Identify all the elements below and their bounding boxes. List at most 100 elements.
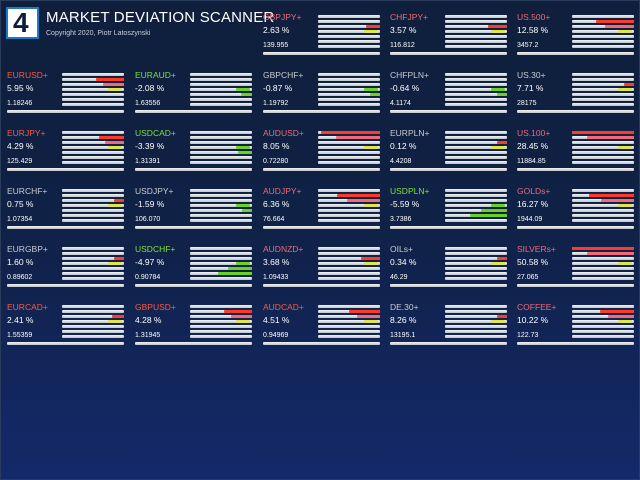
- gauge-track: [445, 93, 507, 96]
- instrument-cell[interactable]: SILVERs+ 50.58 % 27.065: [517, 244, 634, 294]
- gauge-positive-fill: [497, 257, 507, 260]
- instrument-cell[interactable]: US.100+ 28.45 % 11884.85: [517, 128, 634, 178]
- gauge-track: [62, 320, 124, 323]
- cell-baseline-track: [263, 110, 380, 113]
- deviation-bar-gauge: [445, 189, 507, 225]
- instrument-cell[interactable]: US.500+ 12.58 % 3457.2: [517, 12, 634, 62]
- instrument-cell[interactable]: EURGBP+ 1.60 % 0.89602: [7, 244, 124, 294]
- deviation-percent: -1.59 %: [135, 199, 165, 209]
- gauge-negative-fill: [241, 93, 252, 96]
- instrument-cell[interactable]: EURUSD+ 5.95 % 1.18246: [7, 70, 124, 120]
- deviation-percent: 10.22 %: [517, 315, 549, 325]
- instrument-cell[interactable]: EURPLN+ 0.12 % 4.4208: [390, 128, 507, 178]
- instrument-cell[interactable]: GBPUSD+ 4.28 % 1.31945: [135, 302, 252, 352]
- cell-baseline-track: [517, 110, 634, 113]
- instrument-cell[interactable]: CHFPLN+ -0.64 % 4.1174: [390, 70, 507, 120]
- gauge-track: [318, 335, 380, 338]
- gauge-track: [445, 30, 507, 33]
- gauge-track: [190, 136, 252, 139]
- gauge-track: [190, 252, 252, 255]
- gauge-track: [318, 330, 380, 333]
- cell-baseline-track: [390, 342, 507, 345]
- deviation-bar-gauge: [318, 305, 380, 341]
- deviation-bar-gauge: [318, 15, 380, 51]
- gauge-track: [318, 83, 380, 86]
- deviation-percent: 8.05 %: [263, 141, 290, 151]
- gauge-track: [318, 15, 380, 18]
- instrument-cell[interactable]: EURCAD+ 2.41 % 1.55359: [7, 302, 124, 352]
- gauge-track: [445, 151, 507, 154]
- gauge-track: [445, 136, 507, 139]
- gauge-track: [318, 146, 380, 149]
- instrument-price: 0.89602: [7, 274, 33, 281]
- gauge-track: [572, 219, 634, 222]
- gauge-positive-fill: [114, 257, 124, 260]
- instrument-symbol: AUDUSD+: [263, 128, 304, 138]
- gauge-track: [445, 209, 507, 212]
- deviation-percent: 3.57 %: [390, 25, 417, 35]
- gauge-track: [445, 103, 507, 106]
- cell-baseline-track: [7, 342, 124, 345]
- instrument-cell[interactable]: AUDNZD+ 3.68 % 1.09433: [263, 244, 380, 294]
- deviation-bar-gauge: [62, 247, 124, 283]
- deviation-bar-gauge: [572, 189, 634, 225]
- instrument-cell[interactable]: AUDCAD+ 4.51 % 0.94969: [263, 302, 380, 352]
- gauge-positive-fill: [96, 78, 124, 81]
- deviation-percent: 4.51 %: [263, 315, 290, 325]
- deviation-bar-gauge: [445, 131, 507, 167]
- gauge-track: [190, 214, 252, 217]
- instrument-cell[interactable]: EURAUD+ -2.08 % 1.63556: [135, 70, 252, 120]
- gauge-track: [318, 325, 380, 328]
- instrument-cell[interactable]: COFFEE+ 10.22 % 122.73: [517, 302, 634, 352]
- deviation-percent: 8.26 %: [390, 315, 417, 325]
- deviation-percent: 28.45 %: [517, 141, 549, 151]
- gauge-track: [62, 315, 124, 318]
- deviation-bar-gauge: [318, 247, 380, 283]
- gauge-track: [190, 78, 252, 81]
- instrument-cell[interactable]: USDCAD+ -3.39 % 1.31391: [135, 128, 252, 178]
- instrument-cell[interactable]: EURJPY+ 4.29 % 125.429: [7, 128, 124, 178]
- instrument-cell[interactable]: USDCHF+ -4.97 % 0.90784: [135, 244, 252, 294]
- deviation-bar-gauge: [445, 15, 507, 51]
- gauge-positive-fill: [357, 315, 380, 318]
- instrument-cell[interactable]: EURCHF+ 0.75 % 1.07354: [7, 186, 124, 236]
- instrument-cell[interactable]: AUDUSD+ 8.05 % 0.72280: [263, 128, 380, 178]
- instrument-cell[interactable]: GOLDs+ 16.27 % 1944.09: [517, 186, 634, 236]
- instrument-cell[interactable]: USDPLN+ -5.59 % 3.7386: [390, 186, 507, 236]
- gauge-track: [445, 272, 507, 275]
- gauge-track: [318, 88, 380, 91]
- gauge-positive-fill: [497, 315, 507, 318]
- instrument-symbol: EURCAD+: [7, 302, 48, 312]
- gauge-positive-fill: [231, 315, 252, 318]
- gauge-track: [318, 257, 380, 260]
- instrument-cell[interactable]: USDJPY+ -1.59 % 106.070: [135, 186, 252, 236]
- gauge-track: [445, 219, 507, 222]
- gauge-track: [190, 103, 252, 106]
- instrument-cell[interactable]: GBPCHF+ -0.87 % 1.19792: [263, 70, 380, 120]
- gauge-track: [62, 136, 124, 139]
- instrument-cell[interactable]: GBPJPY+ 2.63 % 139.955: [263, 12, 380, 62]
- gauge-positive-fill: [347, 199, 380, 202]
- instrument-cell[interactable]: OILs+ 0.34 % 46.29: [390, 244, 507, 294]
- instrument-cell[interactable]: CHFJPY+ 3.57 % 116.812: [390, 12, 507, 62]
- gauge-positive-fill: [608, 315, 634, 318]
- instrument-price: 1944.09: [517, 216, 543, 223]
- gauge-track: [62, 310, 124, 313]
- instrument-symbol: AUDJPY+: [263, 186, 302, 196]
- gauge-track: [572, 325, 634, 328]
- gauge-track: [572, 277, 634, 280]
- cell-baseline-track: [390, 110, 507, 113]
- instrument-cell[interactable]: AUDJPY+ 6.36 % 76.664: [263, 186, 380, 236]
- instrument-price: 1.09433: [263, 274, 289, 281]
- deviation-percent: 6.36 %: [263, 199, 290, 209]
- deviation-percent: 2.41 %: [7, 315, 34, 325]
- gauge-track: [318, 78, 380, 81]
- gauge-track: [62, 83, 124, 86]
- instrument-cell[interactable]: DE.30+ 8.26 % 13195.1: [390, 302, 507, 352]
- gauge-positive-fill: [114, 199, 124, 202]
- gauge-current-marker: [108, 146, 122, 149]
- gauge-current-marker: [491, 88, 505, 91]
- gauge-track: [572, 320, 634, 323]
- instrument-cell[interactable]: US.30+ 7.71 % 28175: [517, 70, 634, 120]
- gauge-track: [62, 88, 124, 91]
